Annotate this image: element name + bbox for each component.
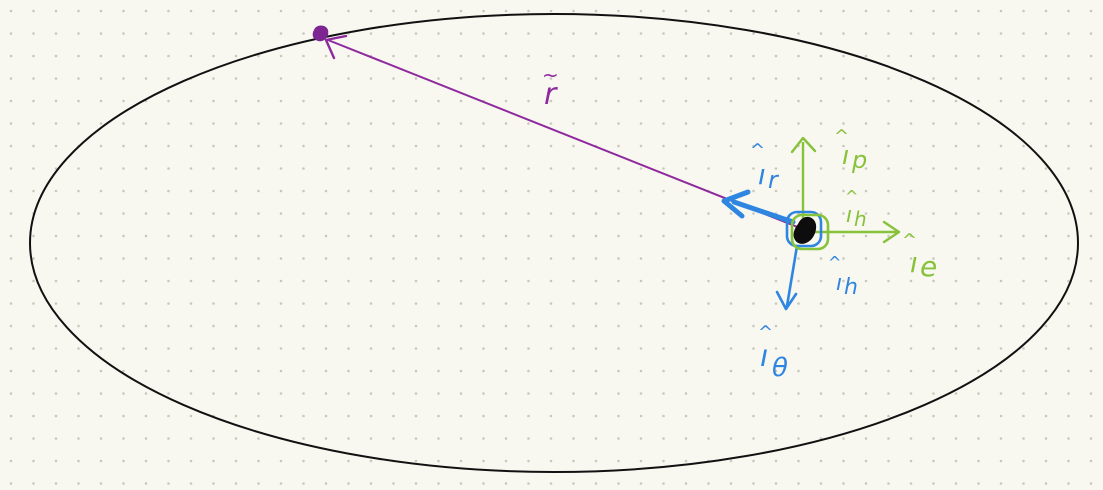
svg-text:ı: ı	[846, 203, 852, 228]
svg-text:^: ^	[828, 253, 841, 272]
svg-text:ı: ı	[836, 271, 842, 296]
svg-text:h: h	[854, 207, 867, 231]
svg-text:r: r	[544, 77, 558, 112]
svg-text:h: h	[844, 275, 858, 300]
svg-text:θ: θ	[772, 353, 788, 383]
svg-text:ı: ı	[842, 141, 849, 171]
svg-text:e: e	[920, 250, 937, 283]
svg-text:p: p	[851, 146, 867, 174]
svg-text:ı: ı	[760, 339, 768, 374]
svg-text:ı: ı	[758, 158, 766, 191]
r-vector-label: ~ r	[542, 63, 559, 112]
svg-text:ı: ı	[910, 246, 918, 279]
